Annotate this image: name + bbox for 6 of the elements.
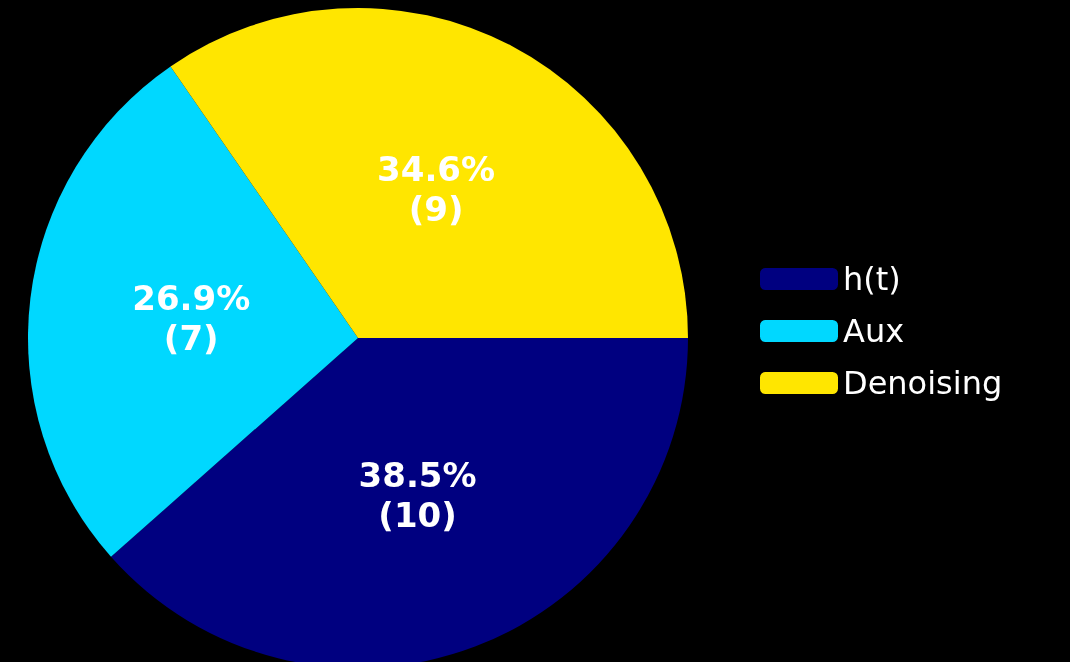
data-label: 34.6% (9) — [377, 149, 496, 230]
data-label: 38.5% (10) — [358, 455, 477, 536]
legend-label: h(t) — [843, 260, 901, 298]
legend-label: Aux — [843, 312, 905, 350]
data-label: 26.9% (7) — [132, 277, 251, 358]
legend-label: Denoising — [843, 364, 1003, 402]
